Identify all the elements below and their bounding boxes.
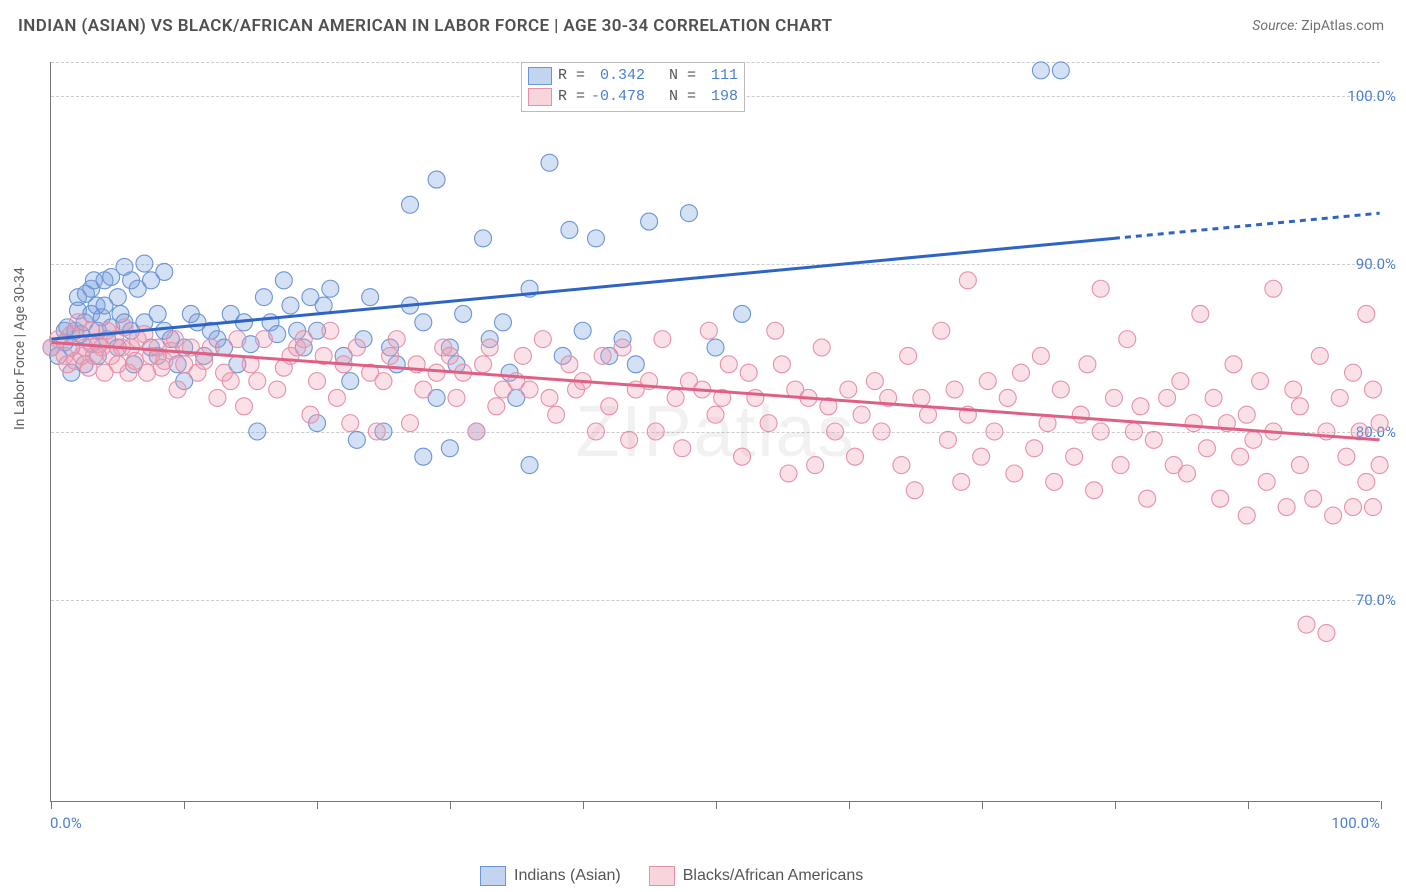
x-tick-label: 0.0% bbox=[50, 814, 82, 832]
legend-row: R = 0.342 N = 111 bbox=[528, 65, 738, 86]
correlation-legend: R = 0.342 N = 111 R = -0.478 N = 198 bbox=[521, 62, 745, 112]
plot-area: ZIPatlas R = 0.342 N = 111 R = -0.478 N … bbox=[50, 62, 1380, 802]
source-credit: Source: ZipAtlas.com bbox=[1252, 18, 1384, 34]
legend-item: Indians (Asian) bbox=[480, 866, 621, 886]
x-tick bbox=[317, 801, 318, 809]
source-label: Source: bbox=[1252, 18, 1297, 34]
source-value: ZipAtlas.com bbox=[1301, 18, 1384, 34]
x-tick bbox=[51, 801, 52, 809]
r-value: -0.478 bbox=[591, 86, 645, 107]
legend-item: Blacks/African Americans bbox=[649, 866, 864, 886]
trend-lines bbox=[51, 62, 1380, 801]
swatch-icon bbox=[480, 866, 506, 886]
x-tick-label: 100.0% bbox=[1331, 814, 1380, 832]
x-tick bbox=[716, 801, 717, 809]
series-legend: Indians (Asian) Blacks/African Americans bbox=[480, 866, 863, 886]
x-tick bbox=[1115, 801, 1116, 809]
x-tick bbox=[450, 801, 451, 809]
legend-row: R = -0.478 N = 198 bbox=[528, 86, 738, 107]
legend-label: Blacks/African Americans bbox=[683, 867, 864, 885]
swatch-icon bbox=[528, 67, 552, 85]
x-tick bbox=[1248, 801, 1249, 809]
n-value: 111 bbox=[702, 65, 738, 86]
x-tick bbox=[1381, 801, 1382, 809]
swatch-icon bbox=[649, 866, 675, 886]
x-tick bbox=[982, 801, 983, 809]
y-axis-label: In Labor Force | Age 30-34 bbox=[12, 267, 28, 430]
x-tick bbox=[849, 801, 850, 809]
x-tick bbox=[583, 801, 584, 809]
r-value: 0.342 bbox=[591, 65, 645, 86]
legend-label: Indians (Asian) bbox=[514, 867, 621, 885]
swatch-icon bbox=[528, 88, 552, 106]
x-tick bbox=[184, 801, 185, 809]
n-value: 198 bbox=[702, 86, 738, 107]
chart-title: INDIAN (ASIAN) VS BLACK/AFRICAN AMERICAN… bbox=[18, 16, 832, 36]
